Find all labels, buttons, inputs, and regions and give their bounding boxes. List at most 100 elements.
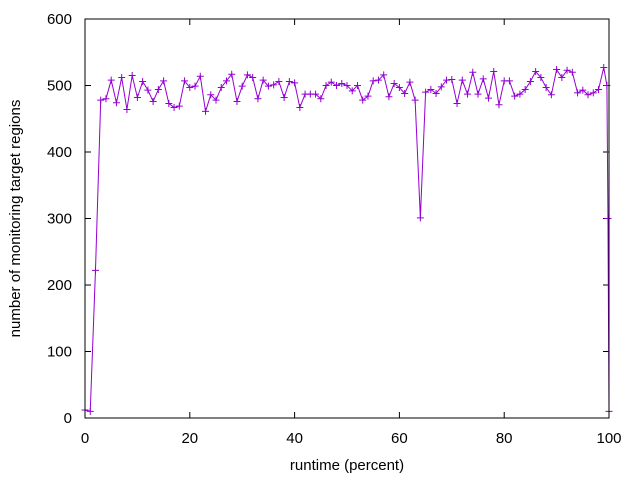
data-point	[416, 214, 424, 222]
x-tick-label: 60	[391, 430, 408, 447]
data-point	[175, 102, 183, 110]
data-point	[91, 266, 99, 274]
y-tick-label: 0	[64, 410, 72, 427]
data-point	[458, 76, 466, 84]
data-point	[312, 90, 320, 98]
data-point	[484, 94, 492, 102]
y-tick-label: 500	[47, 78, 72, 95]
data-point	[411, 96, 419, 104]
plot-frame	[84, 18, 610, 419]
data-point	[327, 78, 335, 86]
data-point	[432, 89, 440, 97]
data-point	[259, 76, 267, 84]
data-point	[317, 95, 325, 103]
x-tick-label: 100	[596, 430, 621, 447]
data-point	[364, 92, 372, 100]
data-point	[322, 82, 330, 89]
data-point	[589, 89, 597, 97]
data-point	[568, 68, 576, 76]
data-point	[264, 82, 272, 90]
data-point	[579, 86, 587, 94]
data-point	[369, 77, 377, 85]
data-point	[238, 82, 246, 90]
data-point	[511, 92, 519, 100]
data-point	[249, 74, 257, 82]
data-point	[181, 77, 189, 85]
x-tick-label: 20	[181, 430, 198, 447]
data-point	[217, 83, 225, 91]
data-point	[584, 91, 592, 99]
data-point	[395, 83, 403, 91]
data-point	[574, 89, 582, 97]
data-point	[437, 83, 445, 91]
data-point	[526, 78, 534, 86]
data-point	[380, 71, 388, 79]
data-point	[233, 97, 241, 105]
y-axis-label: number of monitoring target regions	[7, 100, 24, 338]
series-polyline	[84, 67, 610, 412]
data-point	[118, 74, 126, 82]
data-point	[547, 91, 555, 99]
data-point	[353, 82, 361, 89]
data-point	[133, 93, 141, 101]
data-point	[553, 66, 561, 74]
data-point	[285, 78, 293, 86]
data-point	[86, 407, 94, 415]
series-markers	[81, 64, 613, 415]
data-point	[191, 82, 199, 90]
x-axis-ticks: 0 20 40 60 80 100	[81, 19, 622, 447]
data-point	[254, 95, 262, 103]
y-tick-label: 100	[47, 344, 72, 361]
data-point	[123, 105, 131, 113]
data-point	[453, 99, 461, 107]
data-point	[144, 86, 152, 94]
data-point	[160, 77, 168, 85]
data-point	[385, 93, 393, 101]
data-point	[448, 76, 456, 84]
data-point	[521, 85, 529, 93]
data-point	[505, 77, 513, 85]
data-point	[333, 82, 341, 89]
data-point	[604, 215, 612, 222]
x-tick-label: 40	[286, 430, 303, 447]
y-tick-label: 300	[47, 211, 72, 228]
data-point	[196, 72, 204, 80]
y-tick-label: 600	[47, 11, 72, 28]
data-point	[212, 96, 220, 104]
data-point	[390, 80, 398, 88]
data-point	[186, 83, 194, 91]
x-tick-label: 80	[496, 430, 513, 447]
data-point	[243, 71, 251, 79]
data-point	[600, 64, 608, 72]
data-point	[359, 96, 367, 104]
data-point	[338, 80, 346, 88]
data-point	[427, 85, 435, 93]
y-tick-label: 200	[47, 277, 72, 294]
data-point	[495, 101, 503, 109]
data-point	[170, 103, 178, 111]
data-point	[228, 70, 236, 78]
x-tick-label: 0	[81, 430, 89, 447]
data-point	[406, 78, 414, 86]
data-point	[422, 88, 430, 96]
data-point	[128, 72, 136, 80]
x-axis-label: runtime (percent)	[290, 457, 404, 474]
data-point	[532, 68, 540, 76]
series-line	[84, 67, 610, 412]
data-point	[107, 76, 115, 84]
data-point	[563, 66, 571, 74]
data-point	[154, 85, 162, 93]
data-point	[348, 87, 356, 95]
y-axis-ticks: 0 100 200 300 400 500 600	[47, 11, 609, 427]
data-point	[537, 74, 545, 82]
y-tick-label: 400	[47, 144, 72, 161]
data-point	[374, 76, 382, 84]
data-point	[474, 90, 482, 98]
data-point	[139, 78, 147, 86]
data-point	[102, 95, 110, 103]
data-point	[516, 90, 524, 98]
data-point	[222, 77, 230, 85]
data-point	[97, 96, 105, 104]
data-point	[296, 103, 304, 111]
data-point	[401, 89, 409, 97]
